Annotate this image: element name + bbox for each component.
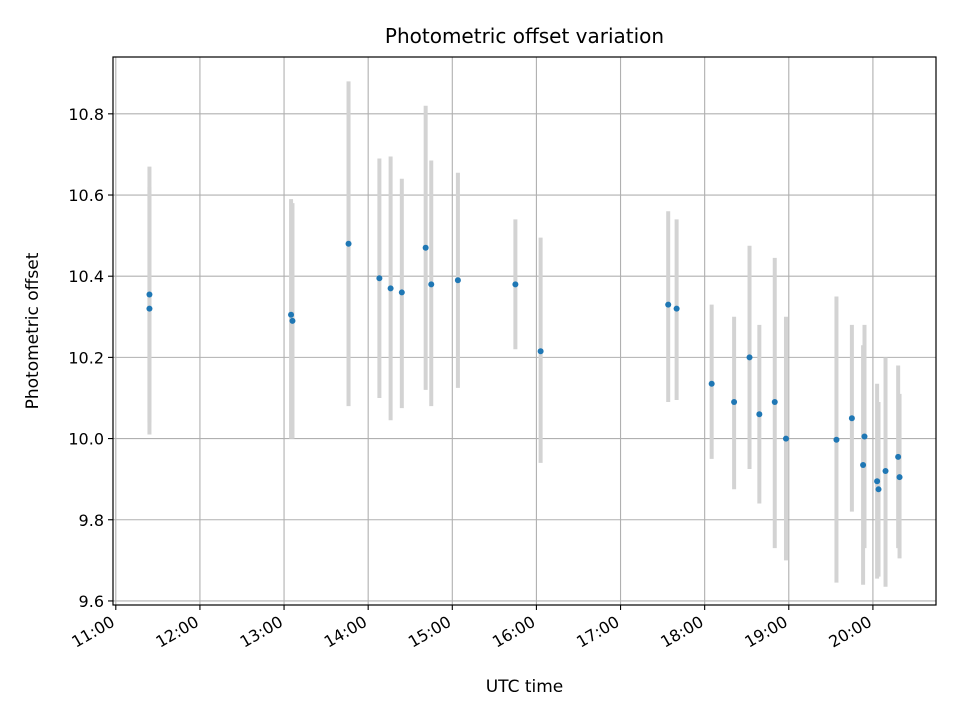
grid-layer	[113, 57, 936, 605]
data-point	[782, 435, 789, 442]
data-point	[673, 305, 680, 312]
data-point	[848, 415, 855, 422]
data-point	[874, 478, 881, 485]
data-point	[731, 399, 738, 406]
data-point	[387, 285, 394, 292]
data-point	[376, 275, 383, 282]
data-point	[289, 317, 296, 324]
y-tick-label: 10.8	[68, 105, 104, 124]
data-point	[708, 380, 715, 387]
data-point	[146, 291, 153, 298]
y-tick-label: 10.4	[68, 267, 104, 286]
y-tick-label: 10.2	[68, 348, 104, 367]
data-point	[895, 453, 902, 460]
data-point	[875, 486, 882, 493]
y-tick-label: 9.6	[79, 592, 104, 611]
data-point	[882, 468, 889, 475]
data-point	[422, 244, 429, 251]
y-axis-label: Photometric offset	[23, 252, 43, 409]
data-point	[537, 348, 544, 355]
data-point	[288, 311, 295, 318]
data-point	[746, 354, 753, 361]
data-point	[665, 301, 672, 308]
data-point	[398, 289, 405, 296]
data-point	[771, 399, 778, 406]
data-point	[833, 436, 840, 443]
data-point	[756, 411, 763, 418]
data-point	[860, 461, 867, 468]
data-point	[345, 240, 352, 247]
y-tick-label: 10.0	[68, 430, 104, 449]
y-tick-label: 9.8	[79, 511, 104, 530]
data-point	[428, 281, 435, 288]
data-point	[896, 474, 903, 481]
data-point	[146, 305, 153, 312]
plot-frame	[112, 56, 937, 606]
y-tick-label: 10.6	[68, 186, 104, 205]
data-point	[454, 277, 461, 284]
data-point	[861, 433, 868, 440]
x-axis-label: UTC time	[486, 677, 564, 697]
chart-title: Photometric offset variation	[385, 24, 664, 48]
data-point	[512, 281, 519, 288]
point-layer	[146, 240, 903, 493]
